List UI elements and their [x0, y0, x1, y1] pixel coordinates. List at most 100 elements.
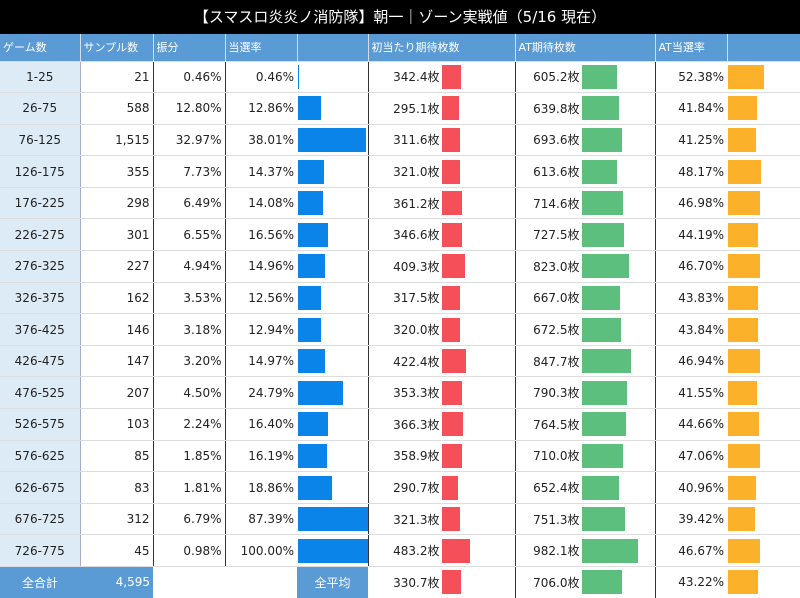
distribution-cell: 6.79% [153, 503, 226, 536]
header-rate-bar [297, 34, 369, 62]
first-hit-cell: 409.3枚 [393, 259, 440, 274]
first-hit-cell: 290.7枚 [393, 481, 440, 496]
table-row: 126-175 355 7.73% 14.37% 321.0枚 613.6枚 4… [0, 155, 800, 188]
rate-cell: 24.79% [225, 376, 297, 410]
avg-at-rate: 43.22% [678, 575, 724, 590]
first-hit-bar [441, 538, 470, 563]
samples-cell: 312 [80, 503, 154, 536]
rate-cell: 16.19% [225, 440, 297, 473]
at-rate-bar [728, 380, 757, 405]
rate-cell: 16.56% [225, 218, 297, 252]
distribution-cell: 3.20% [153, 345, 226, 378]
header-at-rate: AT当選率 [655, 34, 728, 62]
samples-cell: 85 [80, 440, 154, 473]
samples-cell: 146 [80, 313, 154, 346]
at-coins-cell: 613.6枚 [533, 165, 580, 180]
distribution-cell: 3.18% [153, 313, 226, 346]
total-label: 全合計 [0, 566, 80, 598]
at-rate-cell: 44.19% [655, 218, 727, 252]
distribution-cell: 12.80% [153, 92, 226, 125]
rate-cell: 14.97% [225, 345, 297, 378]
at-coins-bar [581, 285, 621, 310]
average-label: 全平均 [297, 566, 368, 598]
at-rate-bar [728, 96, 757, 121]
at-coins-bar [581, 222, 624, 247]
table-row: 326-375 162 3.53% 12.56% 317.5枚 667.0枚 4… [0, 282, 800, 315]
at-rate-bar [728, 443, 761, 468]
at-rate-cell: 52.38% [655, 61, 727, 94]
distribution-cell: 0.46% [153, 61, 226, 94]
table-row: 726-775 45 0.98% 100.00% 483.2枚 982.1枚 4… [0, 534, 800, 567]
at-rate-bar [728, 538, 761, 563]
distribution-cell: 3.53% [153, 282, 226, 315]
first-hit-cell: 321.0枚 [393, 165, 440, 180]
at-rate-bar [728, 222, 759, 247]
distribution-cell: 7.73% [153, 155, 226, 188]
rate-cell: 87.39% [225, 503, 297, 536]
at-coins-cell: 764.5枚 [533, 417, 580, 432]
rate-bar [298, 380, 343, 405]
at-rate-cell: 46.70% [655, 250, 727, 283]
first-hit-cell: 358.9枚 [393, 449, 440, 464]
distribution-cell: 32.97% [153, 124, 226, 157]
at-coins-cell: 727.5枚 [533, 228, 580, 243]
first-hit-cell: 321.3枚 [393, 512, 440, 527]
samples-cell: 83 [80, 471, 154, 504]
at-coins-cell: 982.1枚 [533, 544, 580, 559]
total-row: 全合計 4,595 全平均 330.7枚 706.0枚 43.22% [0, 566, 800, 598]
table-row: 376-425 146 3.18% 12.94% 320.0枚 672.5枚 4… [0, 313, 800, 346]
at-coins-bar [581, 159, 618, 184]
table-row: 76-125 1,515 32.97% 38.01% 311.6枚 693.6枚… [0, 124, 800, 157]
at-rate-cell: 47.06% [655, 440, 727, 473]
rate-bar [298, 507, 367, 532]
distribution-cell: 4.50% [153, 376, 226, 410]
table-row: 26-75 588 12.80% 12.86% 295.1枚 639.8枚 41… [0, 92, 800, 125]
at-rate-cell: 41.25% [655, 124, 727, 157]
at-rate-bar [728, 507, 756, 532]
samples-cell: 301 [80, 218, 154, 252]
rate-cell: 12.86% [225, 92, 297, 125]
first-hit-bar [441, 127, 460, 152]
distribution-cell: 6.49% [153, 187, 226, 220]
first-hit-cell: 483.2枚 [393, 544, 440, 559]
at-coins-bar [581, 475, 620, 500]
at-rate-bar [728, 570, 758, 595]
first-hit-cell: 311.6枚 [393, 133, 440, 148]
at-coins-bar [581, 349, 631, 374]
samples-cell: 147 [80, 345, 154, 378]
at-rate-cell: 40.96% [655, 471, 727, 504]
at-rate-bar [728, 159, 762, 184]
first-hit-bar [441, 443, 463, 468]
first-hit-bar [441, 349, 466, 374]
first-hit-bar [441, 507, 461, 532]
at-rate-cell: 46.67% [655, 534, 727, 567]
distribution-cell: 4.94% [153, 250, 226, 283]
rate-cell: 12.56% [225, 282, 297, 315]
first-hit-bar [441, 570, 461, 595]
at-coins-cell: 605.2枚 [533, 70, 580, 85]
rate-cell: 100.00% [225, 534, 297, 567]
rate-bar [298, 254, 325, 279]
at-rate-cell: 43.83% [655, 282, 727, 315]
zone-cell: 476-525 [0, 376, 81, 410]
at-rate-bar [728, 191, 761, 216]
first-hit-bar [441, 159, 461, 184]
rate-bar [298, 191, 324, 216]
rate-bar [298, 222, 328, 247]
zone-cell: 426-475 [0, 345, 81, 378]
first-hit-cell: 295.1枚 [393, 101, 440, 116]
at-rate-cell: 46.98% [655, 187, 727, 220]
at-coins-bar [581, 127, 622, 152]
table-row: 176-225 298 6.49% 14.08% 361.2枚 714.6枚 4… [0, 187, 800, 220]
at-coins-bar [581, 570, 623, 595]
samples-cell: 1,515 [80, 124, 154, 157]
zone-cell: 276-325 [0, 250, 81, 283]
avg-at-coins: 706.0枚 [533, 575, 580, 590]
header-rate: 当選率 [225, 34, 298, 62]
at-coins-bar [581, 538, 639, 563]
table-row: 576-625 85 1.85% 16.19% 358.9枚 710.0枚 47… [0, 440, 800, 473]
first-hit-bar [441, 96, 459, 121]
table-row: 526-575 103 2.24% 16.40% 366.3枚 764.5枚 4… [0, 408, 800, 441]
at-rate-bar [728, 412, 759, 437]
header-games: ゲーム数 [0, 34, 81, 62]
